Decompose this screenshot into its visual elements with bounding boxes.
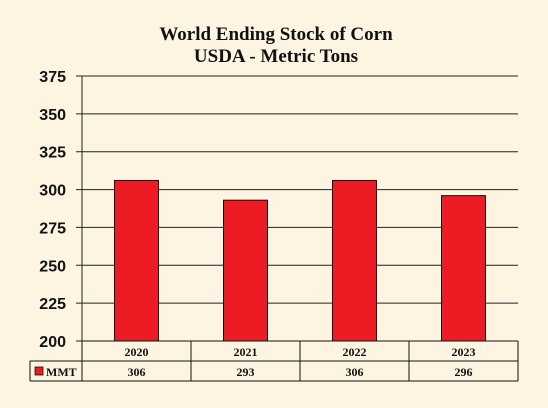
x-tick-label: 2020 bbox=[125, 345, 149, 359]
y-tick-label: 225 bbox=[39, 296, 66, 313]
x-tick-label: 2022 bbox=[343, 345, 367, 359]
y-tick-label: 325 bbox=[39, 145, 66, 162]
y-tick-label: 375 bbox=[39, 69, 66, 86]
bar-2022 bbox=[332, 179, 377, 342]
y-tick-label: 200 bbox=[39, 334, 66, 351]
data-table: 2020 306 2021 293 2022 306 2023 296 MMT bbox=[29, 340, 519, 382]
data-label: 306 bbox=[128, 365, 146, 379]
legend-swatch bbox=[34, 366, 44, 376]
y-tick-label: 275 bbox=[39, 220, 66, 237]
bars bbox=[114, 179, 486, 342]
y-axis-ticks: 375 350 325 300 275 250 225 200 bbox=[39, 69, 66, 351]
y-tick-label: 250 bbox=[39, 258, 66, 275]
x-tick-label: 2021 bbox=[234, 345, 258, 359]
data-label: 306 bbox=[346, 365, 364, 379]
data-label: 293 bbox=[237, 365, 255, 379]
data-label: 296 bbox=[455, 365, 473, 379]
legend-label: MMT bbox=[46, 365, 77, 379]
y-tick-label: 350 bbox=[39, 107, 66, 124]
bar-2023 bbox=[441, 195, 486, 342]
chart-subtitle: USDA - Metric Tons bbox=[194, 46, 358, 67]
chart-title: World Ending Stock of Corn bbox=[159, 24, 393, 45]
x-tick-label: 2023 bbox=[452, 345, 476, 359]
bar-2020 bbox=[114, 179, 159, 342]
y-tick-label: 300 bbox=[39, 183, 66, 200]
bar-2021 bbox=[223, 199, 268, 342]
